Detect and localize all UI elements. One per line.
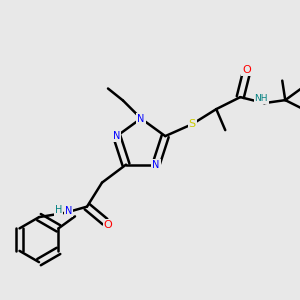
Text: N: N (113, 131, 120, 141)
Text: O: O (103, 220, 112, 230)
Text: H: H (55, 205, 62, 214)
Text: N: N (65, 206, 72, 216)
Text: N: N (137, 113, 145, 124)
Text: N: N (152, 160, 160, 170)
Text: NH: NH (254, 94, 268, 103)
Text: S: S (189, 119, 196, 129)
Text: O: O (242, 65, 250, 75)
